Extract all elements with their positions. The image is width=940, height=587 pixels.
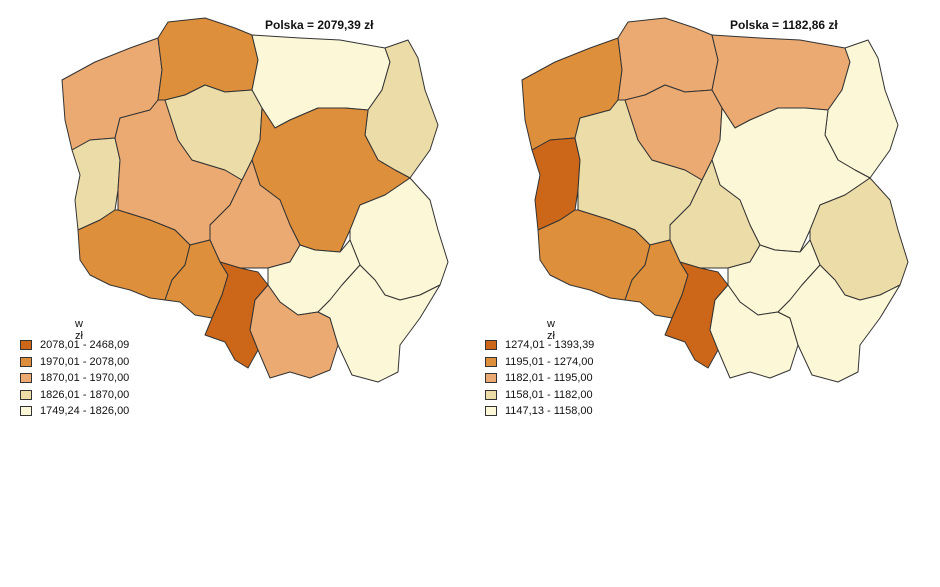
legend-swatch [20,356,32,367]
legend-range: 1749,24 - 1826,00 [40,405,130,417]
map-title: Polska = 2079,39 zł [265,18,374,32]
legend-swatch [485,373,497,383]
legend-unit: w zł [547,318,555,342]
poland-map-left [61,17,449,383]
region-podkarpackie [317,264,441,383]
legend-range: 2078,01 - 2468,09 [40,339,130,351]
legend-range: 1182,01 - 1195,00 [505,372,593,384]
map-title: Polska = 1182,86 zł [730,18,838,32]
region-malopolskie [709,284,799,379]
region-slaskie [664,261,729,369]
region-slaskie [204,261,269,369]
legend-swatch [20,373,32,383]
map-panel-left: Polska = 2079,39 zł [0,0,470,420]
legend-range: 1870,01 - 1970,00 [40,372,130,384]
legend-swatch [20,406,32,416]
legend-range: 1147,13 - 1158,00 [505,405,593,417]
poland-map-right [521,17,909,383]
region-malopolskie [249,284,339,379]
legend-range: 1195,01 - 1274,00 [505,355,594,368]
legend-swatch [485,340,497,350]
legend-swatch [20,389,32,400]
region-podkarpackie [777,264,901,383]
legend-swatch [485,389,497,400]
legend-range: 1970,01 - 2078,00 [40,355,130,368]
legend-swatch [20,340,32,350]
map-panel-right: Polska = 1182,86 zł w zł 1274,01 - [470,0,940,420]
legend-range: 1158,01 - 1182,00 [505,388,593,401]
legend-range: 1826,01 - 1870,00 [40,388,130,401]
legend-swatch [485,406,497,416]
legend-range: 1274,01 - 1393,39 [505,339,595,351]
legend-unit: w zł [75,318,83,342]
legend-swatch [485,356,497,367]
